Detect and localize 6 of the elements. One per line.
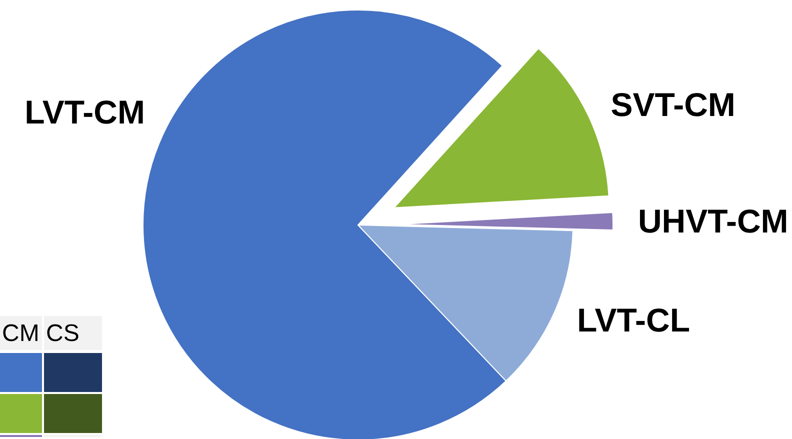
slice-label: LVT-CM — [24, 94, 145, 130]
text: CM — [0, 316, 42, 350]
slice-label: UHVT-CM — [638, 202, 788, 240]
text: CS — [44, 316, 102, 350]
slice-label: SVT-CM — [610, 86, 736, 123]
slice-label: LVT-CL — [577, 302, 690, 338]
